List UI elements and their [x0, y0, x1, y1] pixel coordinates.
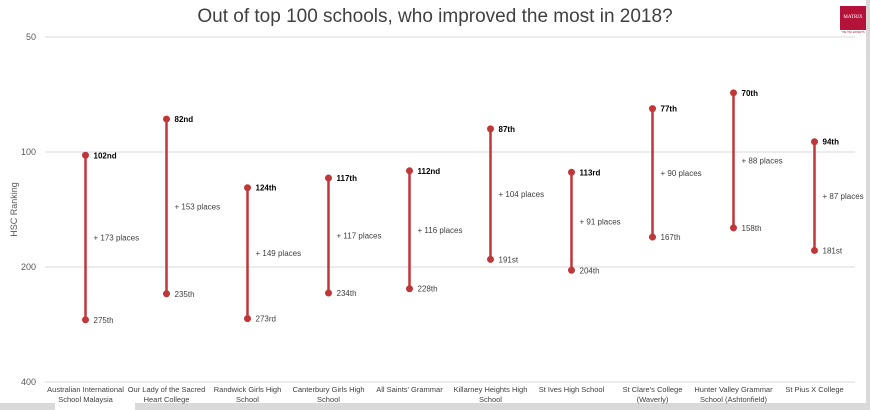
rank-2017-label: 181st	[823, 246, 843, 255]
rank-2017-point	[730, 224, 737, 232]
rank-2017-point	[649, 233, 656, 241]
rank-2018-label: 112nd	[418, 167, 441, 176]
frame-border	[0, 403, 870, 410]
x-category-label: All Saints' Grammar	[376, 385, 443, 394]
rank-2017-point	[82, 316, 89, 324]
improvement-label: + 88 places	[742, 156, 783, 165]
rank-2017-point	[163, 290, 170, 298]
x-category-label: St Pius X College	[785, 385, 843, 394]
rank-2018-point	[163, 115, 170, 123]
improvement-label: + 90 places	[661, 169, 702, 178]
rank-2017-label: 235th	[175, 290, 195, 299]
x-category-label: Hunter Valley Grammar School (Ashtonfield…	[694, 385, 773, 404]
x-category-label: Canterbury Girls High School	[292, 385, 364, 404]
logo-tagline: THE HSC EXPERTS	[841, 31, 865, 34]
improvement-label: + 153 places	[175, 202, 221, 211]
rank-2017-point	[568, 266, 575, 274]
improvement-label: + 149 places	[256, 249, 302, 258]
rank-2018-point	[325, 174, 332, 182]
rank-2018-label: 94th	[823, 138, 840, 147]
rank-2017-point	[325, 289, 332, 297]
rank-2018-label: 77th	[661, 105, 678, 114]
sheet-tab	[55, 403, 135, 410]
rank-2018-point	[487, 125, 494, 133]
x-category-label: Killarney Heights High School	[454, 385, 528, 404]
rank-2018-label: 113rd	[580, 168, 601, 177]
rank-2018-label: 102nd	[94, 151, 117, 160]
rank-2018-point	[649, 105, 656, 113]
y-tick-label: 400	[21, 377, 36, 387]
rank-2018-point	[811, 138, 818, 146]
rank-2018-label: 87th	[499, 125, 516, 134]
improvement-label: + 116 places	[418, 226, 463, 235]
y-tick-label: 100	[21, 147, 36, 157]
improvement-label: + 91 places	[580, 217, 621, 226]
rank-2017-label: 191st	[499, 255, 519, 264]
rank-2017-point	[487, 255, 494, 263]
scrollbar-edge	[866, 0, 870, 410]
rank-2018-label: 124th	[256, 184, 277, 193]
rank-2018-point	[730, 89, 737, 97]
x-category-label: St Clare's College (Waverly)	[623, 385, 683, 404]
rank-2018-label: 117th	[337, 174, 358, 183]
x-category-label: St Ives High School	[539, 385, 605, 394]
rank-2017-label: 158th	[742, 224, 762, 233]
rank-2017-point	[244, 315, 251, 323]
rank-2018-label: 82nd	[175, 115, 194, 124]
improvement-label: + 87 places	[823, 192, 864, 201]
rank-2017-label: 273rd	[256, 315, 276, 324]
rank-2017-label: 275th	[94, 316, 114, 325]
rank-2017-label: 167th	[661, 233, 681, 242]
x-category-label: Our Lady of the Sacred Heart College	[128, 385, 206, 404]
rank-2017-label: 228th	[418, 285, 438, 294]
rank-2017-label: 204th	[580, 266, 600, 275]
rank-2017-point	[406, 285, 413, 293]
improvement-label: + 117 places	[337, 232, 382, 241]
rank-2017-label: 234th	[337, 289, 357, 298]
rank-2018-point	[406, 167, 413, 175]
rank-2018-point	[244, 184, 251, 192]
y-tick-label: 50	[26, 32, 36, 42]
rank-2018-point	[82, 151, 89, 159]
rank-2018-label: 70th	[742, 89, 759, 98]
y-tick-label: 200	[21, 262, 36, 272]
matrix-logo: MATRIX	[840, 6, 866, 30]
improvement-label: + 173 places	[94, 234, 140, 243]
x-category-label: Randwick Girls High School	[214, 385, 282, 404]
improvement-label: + 104 places	[499, 190, 545, 199]
rank-2017-point	[811, 246, 818, 254]
y-axis-label: HSC Ranking	[9, 182, 19, 237]
chart-title: Out of top 100 schools, who improved the…	[197, 6, 673, 27]
rank-2018-point	[568, 168, 575, 176]
x-category-label: Australian International School Malaysia	[47, 385, 124, 404]
